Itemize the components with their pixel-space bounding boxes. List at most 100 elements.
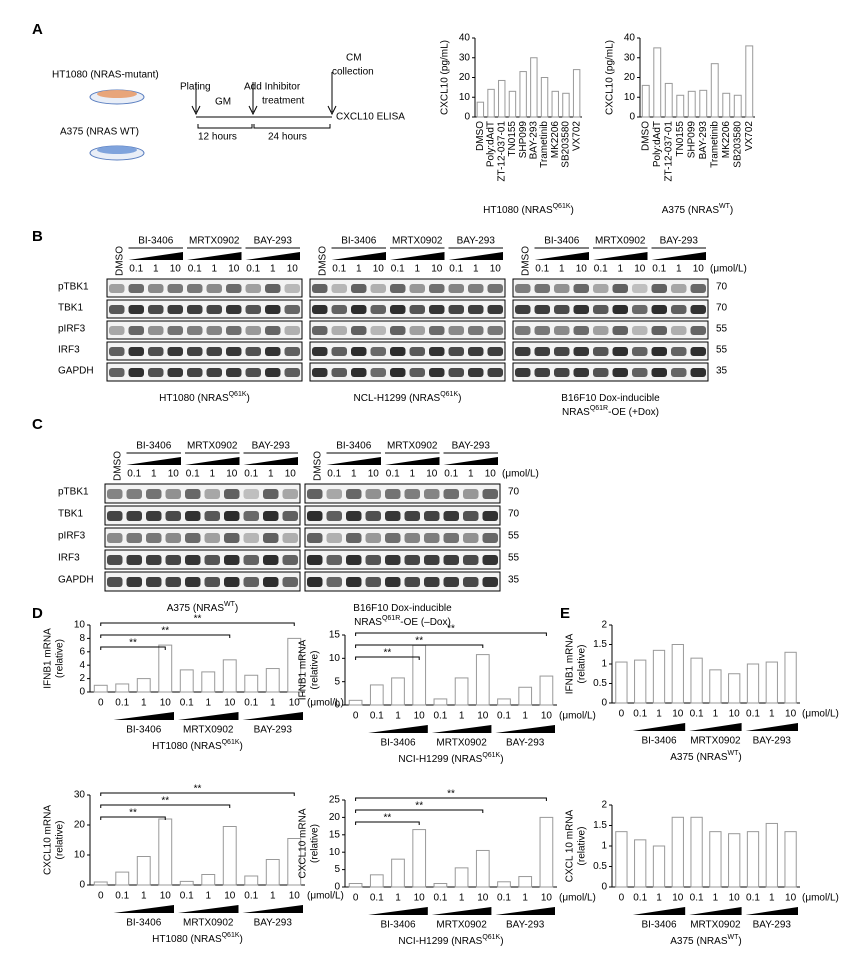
x-axis-label-part: ) xyxy=(738,752,741,763)
x-axis-label: NCI-H1299 (NRASQ61K) xyxy=(398,752,503,764)
x-axis-label-part: NCI-H1299 (NRAS xyxy=(398,936,482,947)
dose-label: 1 xyxy=(473,264,479,275)
dose-label: 1 xyxy=(356,264,362,275)
band xyxy=(429,305,445,314)
bar xyxy=(540,77,549,118)
band xyxy=(429,347,445,356)
x-axis-label: HT1080 (NRASQ61K) xyxy=(152,739,243,751)
blot-caption: NRASQ61R-OE (–Dox) xyxy=(354,615,451,627)
bar xyxy=(179,880,194,886)
x-tick-label: Poly:dAdT xyxy=(486,121,497,167)
band xyxy=(126,533,142,543)
row-label: pTBK1 xyxy=(58,282,89,293)
drug-label: BI-3406 xyxy=(544,236,579,247)
bar xyxy=(746,831,760,888)
band xyxy=(424,511,440,521)
significance-bracket xyxy=(355,632,547,636)
band xyxy=(146,555,162,565)
y-tick-label: 0 xyxy=(601,698,607,709)
bar xyxy=(690,657,703,704)
y-axis-label: (relative) xyxy=(310,651,321,690)
band xyxy=(128,284,144,293)
y-tick-label: 0.5 xyxy=(593,678,607,689)
dose-label: 10 xyxy=(634,264,646,275)
x-tick-label: 1 xyxy=(270,891,276,902)
bar xyxy=(652,845,666,888)
band xyxy=(448,305,464,314)
bar xyxy=(201,671,216,693)
band xyxy=(243,577,259,587)
group-label: MRTX0902 xyxy=(690,920,741,931)
step: Plating xyxy=(180,82,211,93)
band xyxy=(515,368,531,377)
x-tick-label: 10 xyxy=(541,711,553,722)
dose-label: 0.1 xyxy=(246,264,260,275)
blot-frame xyxy=(106,320,303,340)
mw-label: 70 xyxy=(716,303,728,314)
x-axis-label-part: ) xyxy=(738,936,741,947)
band xyxy=(346,577,362,587)
bar xyxy=(158,818,173,886)
band xyxy=(185,489,201,499)
x-tick-label: ZT-12-037-01 xyxy=(663,121,674,182)
bar xyxy=(653,47,662,118)
dose-label: 10 xyxy=(485,469,497,480)
band xyxy=(534,347,550,356)
x-axis-label-part: ) xyxy=(500,936,503,947)
x-tick-label: 0.1 xyxy=(746,893,760,904)
dose-label: 0.1 xyxy=(186,469,200,480)
group-label: BAY-293 xyxy=(753,736,792,747)
band xyxy=(167,326,183,335)
x-axis-label: NCI-H1299 (NRASQ61K) xyxy=(398,934,503,946)
dose-label: 1 xyxy=(211,264,217,275)
band xyxy=(385,555,401,565)
band xyxy=(204,511,220,521)
wedge xyxy=(385,457,440,465)
y-tick-label: 30 xyxy=(459,52,471,63)
bar xyxy=(93,881,108,886)
x-tick-label: 10 xyxy=(160,698,172,709)
band xyxy=(226,284,242,293)
band xyxy=(165,489,181,499)
dose-label: 0.1 xyxy=(327,469,341,480)
band xyxy=(107,511,123,521)
wedge xyxy=(745,723,798,731)
x-tick-label: 0.1 xyxy=(115,698,129,709)
band xyxy=(385,577,401,587)
band xyxy=(245,368,261,377)
band xyxy=(351,284,367,293)
unit-label: (μmol/L) xyxy=(802,709,839,720)
x-tick-label: DMSO xyxy=(640,121,651,151)
band xyxy=(482,489,498,499)
y-tick-label: 0 xyxy=(334,882,340,893)
band xyxy=(312,284,328,293)
band xyxy=(385,533,401,543)
significance-bracket xyxy=(100,792,295,796)
band xyxy=(443,533,459,543)
significance-bracket xyxy=(355,821,420,825)
band xyxy=(632,326,648,335)
x-tick-label: 1 xyxy=(522,893,528,904)
x-tick-label: 10 xyxy=(785,893,797,904)
band xyxy=(224,533,240,543)
band xyxy=(167,284,183,293)
drug-label: MRTX0902 xyxy=(595,236,646,247)
bar xyxy=(765,822,778,888)
band xyxy=(128,326,144,335)
band xyxy=(224,511,240,521)
band xyxy=(690,368,706,377)
dose-label: 1 xyxy=(559,264,565,275)
wedge xyxy=(745,907,798,915)
x-tick-label: 1 xyxy=(713,709,719,720)
significance-bracket xyxy=(100,816,166,820)
wedge xyxy=(185,457,240,465)
y-tick-label: 2 xyxy=(601,800,607,811)
significance-bracket xyxy=(100,804,231,808)
band xyxy=(370,347,386,356)
group-label: BAY-293 xyxy=(753,920,792,931)
band xyxy=(109,305,125,314)
x-tick-label: 0.1 xyxy=(180,698,194,709)
duration: 24 hours xyxy=(268,132,307,143)
band xyxy=(429,326,445,335)
band xyxy=(409,368,425,377)
